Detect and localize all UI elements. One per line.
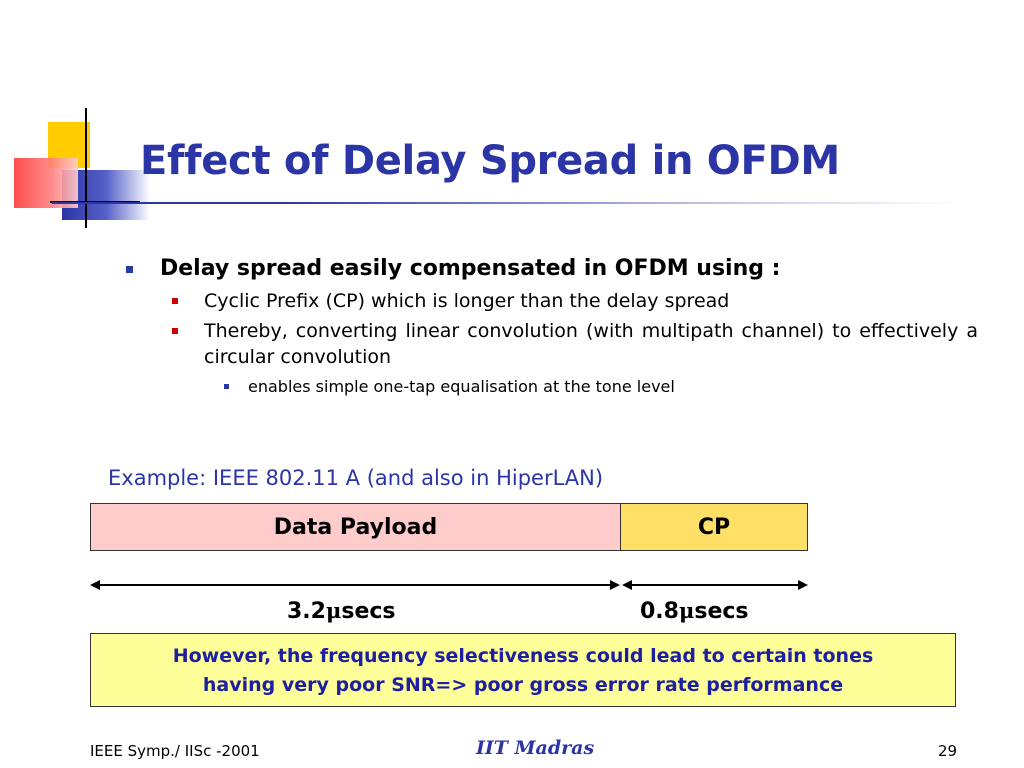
bullet-marker: [224, 384, 229, 389]
bullet-marker: [126, 266, 133, 273]
bullet-level2: Cyclic Prefix (CP) which is longer than …: [162, 288, 978, 314]
arrowhead-right-icon: [798, 580, 808, 590]
title-underline: [52, 202, 962, 204]
bullet-level2: Thereby, converting linear convolution (…: [162, 318, 978, 370]
note-line-2: having very poor SNR=> poor gross error …: [202, 674, 844, 696]
arrowhead-left-icon: [90, 580, 100, 590]
cp-label: CP: [697, 514, 731, 540]
cp-duration-value: 0.8: [640, 599, 679, 624]
slide-number: 29: [938, 742, 958, 760]
duration-arrows: [90, 580, 808, 590]
bullet-level1-text: Delay spread easily compensated in OFDM …: [160, 256, 781, 281]
example-heading: Example: IEEE 802.11 A (and also in Hipe…: [108, 466, 604, 490]
footer-institution: IIT Madras: [476, 737, 595, 759]
bullet-level2-text: Cyclic Prefix (CP) which is longer than …: [204, 290, 730, 312]
footer-conference: IEEE Symp./ IISc -2001: [90, 742, 260, 760]
bullet-marker: [172, 328, 178, 334]
slide-title: Effect of Delay Spread in OFDM: [140, 138, 840, 184]
payload-duration: 3.2μsecs: [287, 598, 396, 624]
duration-unit: secs: [694, 599, 749, 624]
note-box: However, the frequency selectiveness cou…: [90, 633, 956, 707]
decorative-logo: [14, 108, 150, 228]
bullet-level3-text: enables simple one-tap equalisation at t…: [248, 377, 675, 396]
bullet-level3: enables simple one-tap equalisation at t…: [206, 376, 978, 398]
bullet-level1: Delay spread easily compensated in OFDM …: [118, 254, 978, 284]
arrowhead-left-icon: [622, 580, 632, 590]
cp-box: CP: [620, 503, 808, 551]
bullet-list: Delay spread easily compensated in OFDM …: [118, 254, 978, 398]
bullet-marker: [172, 298, 178, 304]
bullet-level2-text: Thereby, converting linear convolution (…: [204, 320, 978, 368]
note-line-1: However, the frequency selectiveness cou…: [172, 645, 874, 667]
duration-unit: secs: [341, 599, 396, 624]
mu-symbol: μ: [678, 598, 695, 623]
payload-duration-value: 3.2: [287, 599, 326, 624]
cp-duration: 0.8μsecs: [640, 598, 749, 624]
logo-red-bar: [14, 158, 78, 208]
arrowhead-right-icon: [610, 580, 620, 590]
data-payload-box: Data Payload: [90, 503, 621, 551]
mu-symbol: μ: [325, 598, 342, 623]
data-payload-label: Data Payload: [273, 514, 438, 540]
